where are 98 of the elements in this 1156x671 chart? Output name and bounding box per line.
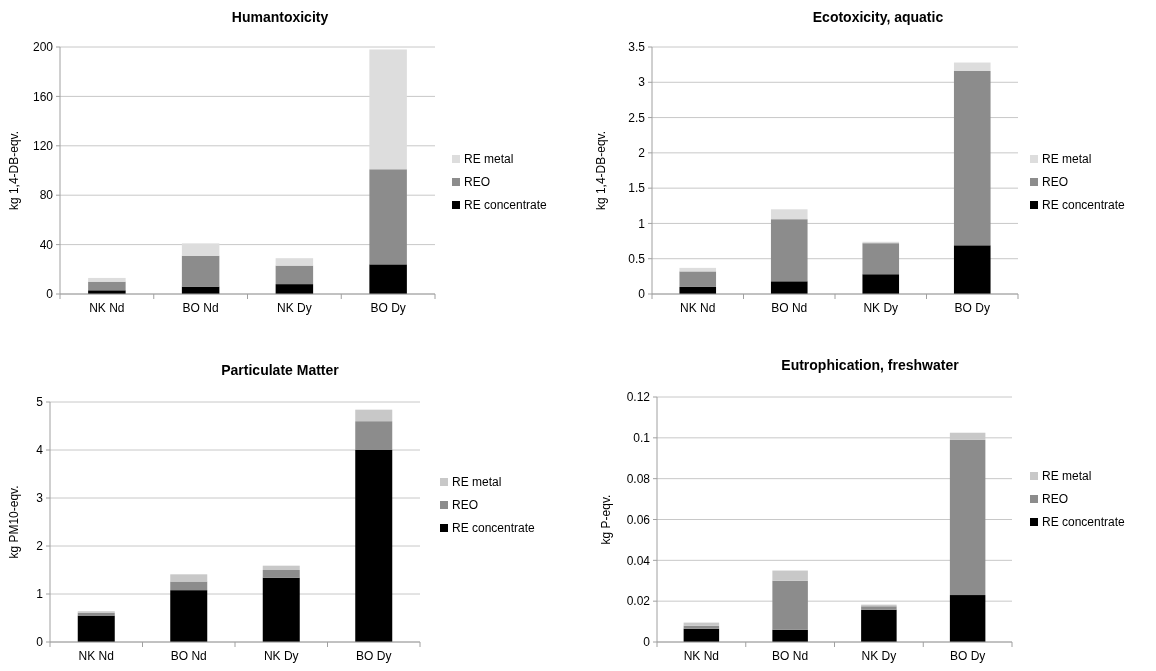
y-tick-label: 0.12 [626, 390, 651, 405]
x-tick-label: BO Nd [772, 649, 809, 663]
x-tick-label: NK Nd [78, 649, 114, 663]
bar [949, 439, 986, 596]
y-tick-label: 3 [36, 491, 44, 506]
bar [369, 49, 407, 170]
x-tick-label: NK Dy [263, 649, 299, 663]
y-tick-label: 0.08 [626, 471, 651, 486]
bar [262, 565, 300, 570]
x-tick-label: BO Nd [771, 301, 808, 315]
legend-label: RE concentrate [452, 521, 536, 536]
x-tick-label: BO Dy [356, 649, 392, 663]
chart-title: Ecotoxicity, aquatic [812, 9, 944, 25]
legend-label: REO [1042, 175, 1069, 190]
y-tick-label: 0.04 [626, 553, 651, 568]
y-tick-label: 0 [643, 635, 651, 650]
y-tick-label: 0.1 [633, 431, 651, 446]
x-tick-label: NK Nd [89, 301, 125, 315]
chart-title: Eutrophication, freshwater [781, 357, 960, 373]
legend-label: RE concentrate [464, 198, 548, 213]
chart-title: Particulate Matter [221, 362, 340, 378]
legend-label: RE concentrate [1042, 515, 1126, 530]
y-tick-label: 0.02 [626, 594, 651, 609]
bar [181, 243, 220, 256]
bar [275, 265, 314, 285]
x-tick-label: BO Nd [182, 301, 219, 315]
bar [181, 255, 220, 287]
y-tick-label: 1 [36, 587, 44, 602]
bar [772, 629, 808, 642]
bar [170, 590, 208, 642]
y-tick-label: 0.06 [626, 512, 651, 527]
y-tick-label: 2 [36, 539, 44, 554]
bar [862, 274, 900, 294]
x-tick-label: NK Dy [861, 649, 897, 663]
legend-label: RE metal [1042, 469, 1092, 484]
bar [770, 209, 808, 220]
chart-title: Humantoxicity [231, 9, 329, 25]
legend-label: RE metal [1042, 152, 1092, 167]
legend-label: REO [452, 498, 479, 513]
y-tick-label: 5 [36, 395, 44, 410]
bar [770, 281, 808, 294]
x-tick-label: BO Dy [949, 649, 986, 663]
bar [679, 271, 717, 287]
y-tick-label: 2.5 [628, 110, 646, 125]
y-tick-label: 3 [638, 75, 646, 90]
bar [88, 281, 126, 291]
bar [275, 258, 314, 266]
x-tick-label: BO Dy [370, 301, 406, 315]
bar [262, 577, 300, 642]
bar [953, 62, 991, 71]
y-tick-label: 40 [39, 237, 54, 252]
bar [770, 219, 808, 282]
bar [369, 264, 407, 294]
bar [861, 609, 897, 642]
y-axis-title: kg 1,4-DB-eqv. [7, 130, 21, 211]
y-axis-title: kg P-eqv. [599, 494, 613, 545]
bar [369, 169, 407, 265]
bar [262, 570, 300, 578]
y-tick-label: 0.5 [628, 251, 646, 266]
x-tick-label: NK Dy [863, 301, 899, 315]
y-tick-label: 200 [32, 40, 54, 55]
bar [772, 570, 808, 581]
bar [275, 284, 314, 294]
legend-label: RE metal [452, 475, 502, 490]
y-tick-label: 2 [638, 146, 646, 161]
bar [355, 409, 393, 422]
y-axis-title: kg PM10-eqv. [7, 485, 21, 559]
y-axis-title: kg 1,4-DB-eqv. [594, 130, 608, 211]
y-tick-label: 0 [36, 635, 44, 650]
bar [355, 450, 393, 642]
legend-label: REO [464, 175, 491, 190]
legend-label: REO [1042, 492, 1069, 507]
y-tick-label: 0 [638, 287, 646, 302]
y-tick-label: 160 [32, 89, 54, 104]
bar [953, 245, 991, 294]
x-tick-label: NK Nd [683, 649, 720, 663]
bar [949, 595, 986, 642]
y-tick-label: 120 [32, 139, 54, 153]
y-tick-label: 80 [39, 188, 54, 203]
bar [355, 421, 393, 450]
bar [170, 574, 208, 582]
bar [772, 580, 808, 630]
legend-label: RE concentrate [1042, 198, 1126, 213]
y-tick-label: 0 [46, 287, 54, 302]
x-tick-label: BO Nd [170, 649, 207, 663]
x-tick-label: NK Nd [680, 301, 716, 315]
bar [170, 581, 208, 591]
y-tick-label: 1 [638, 216, 646, 231]
bar [953, 70, 991, 246]
bar [77, 615, 115, 642]
y-tick-label: 3.5 [628, 40, 646, 55]
y-tick-label: 1.5 [628, 181, 646, 196]
x-tick-label: NK Dy [277, 301, 312, 315]
x-tick-label: BO Dy [954, 301, 990, 315]
y-tick-label: 4 [36, 443, 44, 458]
legend-label: RE metal [464, 152, 514, 167]
bar [862, 243, 900, 275]
bar [88, 277, 126, 282]
